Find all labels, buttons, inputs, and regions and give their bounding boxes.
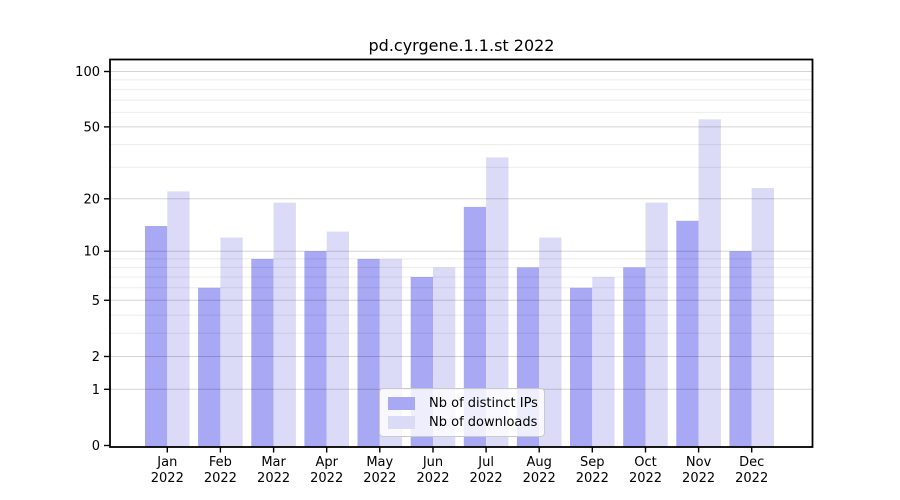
bar-ips-4	[304, 251, 327, 447]
bar-ips-3	[251, 258, 274, 447]
y-tick-label: 100	[75, 65, 100, 80]
bar-ips-10	[623, 267, 646, 447]
legend-swatch-downloads	[388, 415, 415, 429]
x-tick-label: Sep 2022	[576, 455, 609, 486]
bar-downloads-10	[645, 202, 668, 447]
x-tick-label: Feb 2022	[204, 455, 237, 486]
legend: Nb of distinct IPs Nb of downloads	[379, 388, 545, 437]
y-tick-label: 0	[92, 439, 100, 454]
x-tick-label: Apr 2022	[310, 455, 343, 486]
x-tick-label: Jan 2022	[151, 455, 184, 486]
plot-border	[109, 58, 814, 448]
chart-title: pd.cyrgene.1.1.st 2022	[368, 36, 555, 55]
x-tick-label: Dec 2022	[735, 455, 768, 486]
bar-downloads-12	[751, 188, 774, 447]
bar-ips-9	[570, 287, 593, 447]
x-tick-label: Jun 2022	[416, 455, 449, 486]
bar-ips-12	[729, 251, 752, 447]
bar-ips-2	[198, 287, 221, 447]
bar-downloads-7	[486, 157, 509, 447]
bar-ips-5	[357, 258, 380, 447]
x-tick-label: Oct 2022	[629, 455, 662, 486]
legend-label-distinct-ips: Nb of distinct IPs	[429, 395, 538, 411]
bar-ips-1	[145, 226, 168, 447]
legend-label-downloads: Nb of downloads	[429, 414, 538, 430]
y-tick-label: 2	[92, 350, 100, 365]
bar-downloads-4	[326, 231, 349, 447]
bar-ips-11	[676, 220, 699, 447]
y-tick-label: 1	[92, 383, 100, 398]
x-tick-label: Aug 2022	[523, 455, 556, 486]
bar-downloads-2	[220, 237, 243, 447]
bar-downloads-3	[273, 202, 296, 447]
y-tick-label: 5	[92, 294, 100, 309]
x-tick-label: Mar 2022	[257, 455, 290, 486]
x-tick-label: May 2022	[363, 455, 396, 486]
y-tick-label: 50	[83, 120, 100, 135]
bar-downloads-1	[167, 191, 190, 447]
x-tick-label: Nov 2022	[682, 455, 715, 486]
bar-downloads-9	[592, 277, 615, 447]
y-tick-label: 20	[83, 192, 100, 207]
x-tick-label: Jul 2022	[470, 455, 503, 486]
bar-ips-7	[463, 206, 487, 447]
legend-item-distinct-ips: Nb of distinct IPs	[388, 395, 538, 411]
legend-item-downloads: Nb of downloads	[388, 414, 538, 430]
y-tick-label: 10	[83, 245, 100, 260]
legend-swatch-distinct-ips	[388, 396, 415, 410]
bar-downloads-11	[698, 119, 721, 447]
